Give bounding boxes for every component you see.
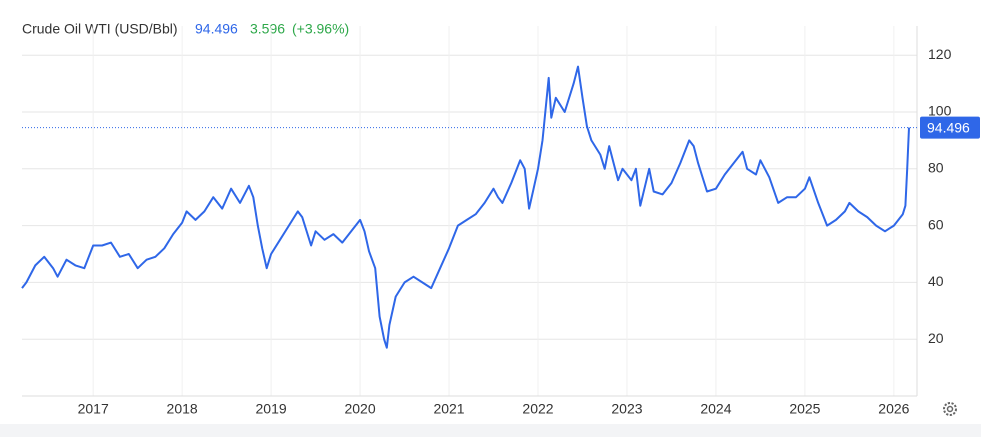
last-price-tag-label: 94.496 <box>927 119 970 135</box>
x-tick-label: 2021 <box>433 401 464 417</box>
x-tick-label: 2026 <box>878 401 909 417</box>
x-tick-label: 2024 <box>700 401 731 417</box>
change: 3.596 <box>250 21 285 37</box>
x-tick-label: 2020 <box>344 401 375 417</box>
x-tick-label: 2018 <box>167 401 198 417</box>
x-tick-label: 2025 <box>789 401 820 417</box>
x-tick-label: 2022 <box>522 401 553 417</box>
y-tick-label: 40 <box>928 273 944 289</box>
footer-strip <box>0 424 981 437</box>
chart-title: Crude Oil WTI (USD/Bbl) <box>22 21 178 37</box>
y-tick-label: 60 <box>928 216 944 232</box>
last-price: 94.496 <box>195 21 238 37</box>
x-tick-label: 2019 <box>256 401 287 417</box>
change-percent: (+3.96%) <box>292 21 349 37</box>
x-tick-label: 2023 <box>611 401 642 417</box>
y-tick-label: 80 <box>928 160 944 176</box>
y-tick-label: 120 <box>928 46 952 62</box>
last-price-tag <box>920 116 980 139</box>
y-tick-label: 100 <box>928 103 952 119</box>
price-line <box>21 65 910 349</box>
settings-icon[interactable] <box>943 402 957 416</box>
x-tick-label: 2017 <box>78 401 109 417</box>
y-tick-label: 20 <box>928 330 944 346</box>
